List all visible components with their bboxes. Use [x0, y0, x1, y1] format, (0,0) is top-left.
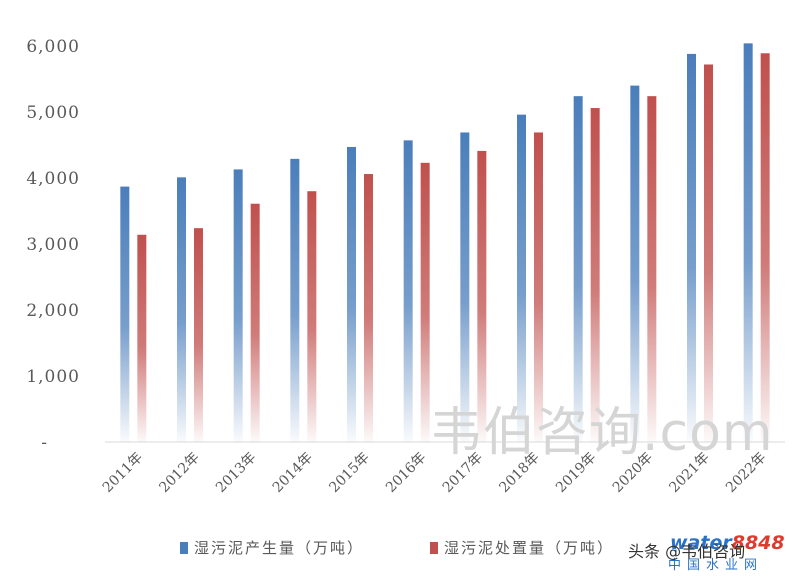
x-tick-label: 2015年	[326, 450, 372, 496]
y-tick-label: 1,000	[26, 367, 80, 387]
bars	[120, 43, 770, 443]
legend-swatch	[180, 542, 188, 554]
x-tick-label: 2013年	[213, 450, 259, 496]
bar-production-2016	[403, 140, 413, 442]
y-tick-label: 2,000	[26, 301, 80, 321]
x-tick-label: 2016年	[383, 450, 429, 496]
legend-label: 湿污泥产生量（万吨）	[194, 539, 364, 557]
bar-disposal-2013	[250, 203, 260, 442]
bar-production-2013	[233, 169, 243, 443]
bar-disposal-2018	[534, 132, 543, 442]
y-tick-label: 5,000	[26, 103, 80, 123]
y-tick-label: 6,000	[26, 37, 80, 57]
bar-disposal-2014	[307, 191, 317, 442]
bar-disposal-2017	[477, 150, 487, 442]
legend-label: 湿污泥处置量（万吨）	[444, 539, 614, 557]
bar-disposal-2012	[194, 228, 203, 442]
bar-production-2018	[517, 114, 526, 442]
bar-disposal-2020	[647, 96, 657, 442]
bar-production-2019	[573, 96, 583, 442]
bar-disposal-2016	[420, 162, 430, 442]
y-axis: - 1,000 2,000 3,000 4,000 5,000 6,000	[26, 37, 785, 453]
bar-production-2015	[347, 146, 356, 443]
source-credit: 头条 @韦伯咨询	[628, 542, 746, 561]
bar-production-2012	[177, 177, 186, 442]
legend: 湿污泥产生量（万吨） 湿污泥处置量（万吨）	[180, 539, 614, 557]
bar-production-2020	[630, 85, 640, 442]
logo-subtitle: 中国水业网	[668, 558, 764, 573]
bar-disposal-2019	[590, 108, 600, 442]
bar-disposal-2011	[137, 234, 147, 442]
watermark-text: 韦伯咨询.com	[430, 403, 774, 463]
bar-production-2017	[460, 132, 470, 442]
x-tick-label: 2011年	[100, 450, 146, 496]
bar-disposal-2021	[704, 64, 713, 442]
water8848-logo: water8848 中国水业网	[668, 532, 786, 574]
bar-production-2021	[687, 53, 696, 443]
legend-swatch	[430, 542, 438, 554]
bar-production-2014	[290, 158, 300, 443]
bar-production-2011	[120, 186, 130, 442]
y-tick-label: 3,000	[26, 235, 80, 255]
y-tick-label: 4,000	[26, 169, 80, 189]
bar-disposal-2015	[364, 174, 373, 443]
bar-disposal-2022	[760, 53, 770, 442]
x-tick-label: 2012年	[156, 450, 202, 496]
bar-production-2022	[743, 43, 753, 443]
logo-brand: water8848	[670, 532, 785, 554]
y-tick-label: -	[41, 433, 48, 453]
x-tick-label: 2014年	[270, 450, 316, 496]
